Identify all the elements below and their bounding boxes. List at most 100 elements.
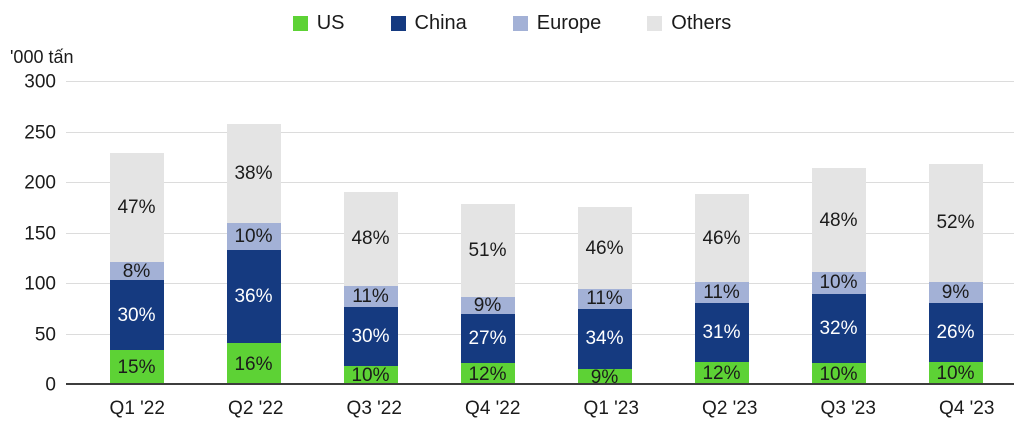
- legend-label-others: Others: [671, 12, 732, 34]
- bar-segment-others: 47%: [109, 152, 164, 262]
- segment-value-label: 47%: [117, 196, 156, 218]
- x-axis-tick-label: Q1 '23: [583, 398, 639, 419]
- segment-value-label: 46%: [585, 237, 624, 259]
- segment-value-label: 11%: [703, 281, 740, 303]
- bar-slot: 10% 30% 11% 48%: [312, 82, 429, 385]
- legend-label-us: US: [316, 12, 345, 34]
- y-axis-tick-label: 0: [45, 374, 56, 396]
- bar-segment-us: 10%: [928, 362, 983, 385]
- bar-segment-europe: 10%: [811, 272, 866, 294]
- legend-swatch-china: [390, 16, 406, 31]
- segment-value-label: 32%: [819, 318, 858, 340]
- bar-segment-china: 32%: [811, 293, 866, 364]
- x-axis-tick-label: Q3 '23: [820, 398, 876, 419]
- segment-value-label: 16%: [234, 353, 273, 375]
- segment-value-label: 48%: [351, 228, 390, 250]
- segment-value-label: 26%: [936, 322, 975, 344]
- x-axis-tick-label: Q2 '22: [228, 398, 284, 419]
- legend-item-china: China: [390, 12, 467, 35]
- segment-value-label: 12%: [468, 363, 507, 385]
- segment-value-label: 10%: [819, 272, 858, 294]
- segment-value-label: 10%: [351, 364, 390, 386]
- segment-value-label: 27%: [468, 327, 507, 349]
- bar-segment-china: 36%: [226, 249, 281, 344]
- bar-segment-others: 51%: [460, 204, 515, 298]
- x-axis-tick-label: Q4 '23: [939, 398, 995, 419]
- bar-q2-22: 16% 36% 10% 38%: [226, 124, 281, 385]
- legend-label-europe: Europe: [536, 12, 602, 34]
- x-axis-tick-label: Q4 '22: [465, 398, 521, 419]
- bar-segment-others: 48%: [811, 167, 866, 273]
- bar-q4-23: 10% 26% 9% 52%: [928, 157, 983, 385]
- segment-value-label: 9%: [941, 282, 970, 304]
- y-axis-tick-label: 100: [24, 273, 56, 295]
- legend-swatch-us: [292, 16, 308, 31]
- bar-slot: 16% 36% 10% 38%: [195, 82, 312, 385]
- x-axis-tick-label: Q1 '22: [109, 398, 165, 419]
- segment-value-label: 10%: [819, 363, 858, 385]
- bar-segment-us: 10%: [811, 363, 866, 385]
- bar-q3-22: 10% 30% 11% 48%: [343, 190, 398, 386]
- bar-segment-others: 52%: [928, 163, 983, 283]
- bar-segment-europe: 11%: [343, 285, 398, 308]
- bar-q4-22: 12% 27% 9% 51%: [460, 202, 515, 385]
- segment-value-label: 31%: [702, 322, 741, 344]
- bar-segment-china: 26%: [928, 302, 983, 363]
- bar-slot: 10% 26% 9% 52%: [897, 82, 1014, 385]
- bar-segment-europe: 8%: [109, 260, 164, 282]
- bar-segment-us: 12%: [694, 362, 749, 385]
- segment-value-label: 36%: [234, 285, 273, 307]
- bar-segment-china: 31%: [694, 302, 749, 363]
- segment-value-label: 30%: [351, 325, 390, 347]
- bar-segment-europe: 9%: [928, 282, 983, 304]
- segment-value-label: 10%: [936, 363, 975, 385]
- segment-value-label: 51%: [468, 240, 507, 262]
- y-axis-tick-label: 250: [24, 122, 56, 143]
- bar-slot: 12% 27% 9% 51%: [429, 82, 546, 385]
- bar-q3-23: 10% 32% 10% 48%: [811, 167, 866, 385]
- bar-segment-europe: 10%: [226, 223, 281, 250]
- segment-value-label: 8%: [122, 260, 151, 282]
- legend-swatch-others: [647, 16, 663, 31]
- y-axis-tick-label: 150: [24, 223, 56, 244]
- bar-slot: 15% 30% 8% 47%: [78, 82, 195, 385]
- y-axis-tick-label: 50: [34, 324, 56, 345]
- bar-segment-europe: 11%: [577, 288, 632, 310]
- segment-value-label: 11%: [352, 285, 389, 307]
- legend: US China Europe Others: [0, 12, 1024, 35]
- legend-label-china: China: [414, 12, 467, 34]
- gridline: [66, 333, 1014, 335]
- segment-value-label: 52%: [936, 212, 975, 234]
- segment-value-label: 38%: [234, 163, 273, 185]
- bar-q2-23: 12% 31% 11% 46%: [694, 194, 749, 385]
- segment-value-label: 11%: [586, 288, 623, 310]
- legend-item-europe: Europe: [512, 12, 602, 35]
- bar-segment-others: 46%: [577, 207, 632, 290]
- bar-slot: 9% 34% 11% 46%: [546, 82, 663, 388]
- bar-segment-us: 10%: [343, 364, 398, 386]
- bar-segment-us: 16%: [226, 343, 281, 385]
- y-axis-tick-label: 200: [24, 172, 56, 194]
- x-axis-tick-label: Q3 '22: [346, 398, 402, 419]
- gridline: [66, 81, 1014, 82]
- y-axis-unit-label: '000 tấn: [10, 47, 74, 67]
- bar-segment-china: 34%: [577, 308, 632, 370]
- segment-value-label: 10%: [234, 225, 273, 247]
- gridline: [66, 283, 1014, 284]
- segment-value-label: 48%: [819, 209, 858, 231]
- segment-value-label: 9%: [473, 295, 502, 317]
- x-axis-baseline: [66, 383, 1014, 385]
- gridline: [66, 232, 1014, 234]
- bar-segment-china: 30%: [109, 280, 164, 351]
- segment-value-label: 9%: [590, 366, 619, 388]
- y-axis-tick-labels: 0 50 100 150 200 250 300: [0, 73, 56, 395]
- plot-area: 15% 30% 8% 47% 16% 36% 10% 38% 10% 30% 11% 48% 12% 27…: [66, 81, 1014, 388]
- bar-segment-europe: 9%: [460, 295, 515, 317]
- segment-value-label: 30%: [117, 304, 156, 326]
- bar-slot: 12% 31% 11% 46%: [663, 82, 780, 385]
- bar-segment-us: 9%: [577, 366, 632, 388]
- bar-q1-22: 15% 30% 8% 47%: [109, 152, 164, 385]
- gridline: [66, 131, 1014, 133]
- bar-segment-europe: 11%: [694, 281, 749, 303]
